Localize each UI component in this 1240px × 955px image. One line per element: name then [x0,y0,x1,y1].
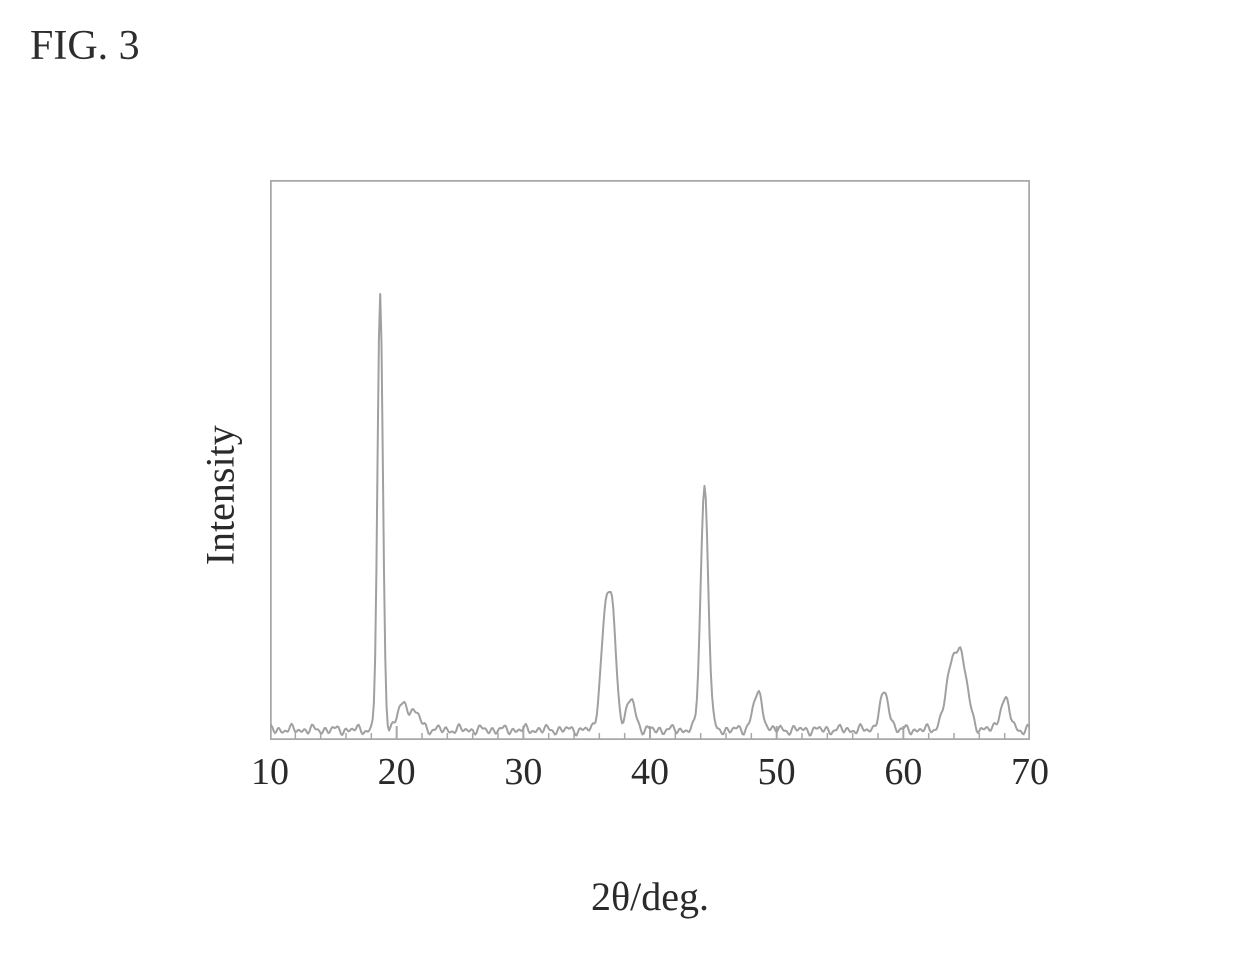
x-tick-label: 30 [504,750,542,794]
y-axis-label: Intensity [197,425,244,565]
x-tick-labels: 10203040506070 [270,750,1030,800]
x-tick-label: 50 [758,750,796,794]
figure-caption: FIG. 3 [30,22,140,70]
x-tick-label: 10 [251,750,289,794]
xrd-chart: Intensity 10203040506070 2θ/deg. [270,180,1030,820]
x-tick-label: 70 [1011,750,1049,794]
x-tick-label: 60 [884,750,922,794]
x-tick-label: 40 [631,750,669,794]
xrd-plot-area [270,180,1030,740]
x-axis-label: 2θ/deg. [591,873,709,920]
x-tick-label: 20 [378,750,416,794]
